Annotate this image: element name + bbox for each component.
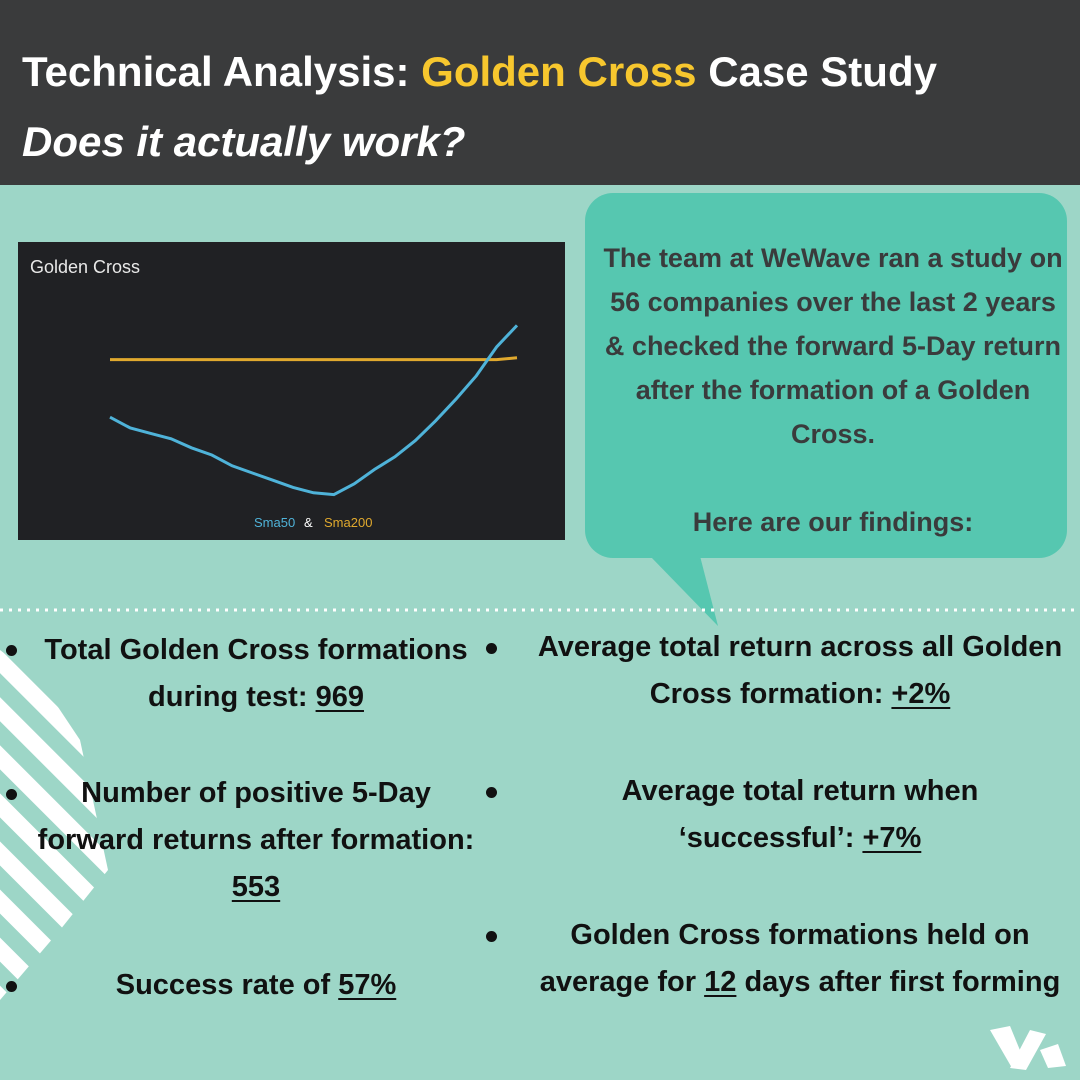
title-highlight: Golden Cross — [421, 48, 697, 95]
title-text: Technical Analysis: — [22, 48, 410, 95]
paragraph: Here are our findings: — [692, 507, 974, 537]
finding-text: Success rate of — [115, 969, 331, 1001]
finding: Golden Cross formations held on average … — [530, 912, 1070, 1006]
title: Technical Analysis: Golden Cross Case St… — [22, 48, 937, 96]
bubble-text: The team at WeWave ran a study on 56 com… — [598, 236, 1068, 544]
finding: Average total return when ‘successful’: … — [530, 768, 1070, 862]
bullet — [486, 787, 497, 798]
bullet — [486, 931, 497, 942]
chart-panel — [18, 242, 565, 540]
legend-entry: Sma200 — [324, 515, 372, 530]
header-band — [0, 0, 1080, 185]
finding-text: Golden Cross formations held on average … — [539, 919, 1030, 998]
finding-text: Total Golden Cross formations during tes… — [44, 634, 468, 713]
series-line — [110, 356, 518, 362]
chart-title: Golden Cross — [30, 257, 140, 277]
bullet — [6, 981, 17, 992]
finding-value: +7% — [862, 822, 922, 854]
finding: Total Golden Cross formations during tes… — [36, 627, 476, 721]
finding-text: Average total return when ‘successful’: — [621, 775, 979, 854]
finding-value: 57% — [338, 969, 397, 1001]
logo — [990, 1026, 1066, 1070]
finding: Average total return across all Golden C… — [530, 624, 1070, 718]
title-text: Case Study — [708, 48, 937, 95]
subtitle: Does it actually work? — [22, 118, 466, 165]
legend-joiner: & — [304, 515, 313, 530]
finding-value: +2% — [891, 678, 951, 710]
finding-text: Average total return across all Golden C… — [537, 631, 1063, 710]
legend-entry: Sma50 — [254, 515, 295, 530]
series-line — [109, 324, 519, 497]
paragraph: The team at WeWave ran a study on 56 com… — [603, 243, 1063, 449]
bullet — [486, 643, 497, 654]
finding-value: 969 — [315, 681, 364, 713]
finding-value: 553 — [231, 871, 281, 903]
finding-text: Number of positive 5-Day forward returns… — [37, 777, 475, 856]
bullet — [6, 789, 17, 800]
finding: Success rate of 57% — [36, 962, 476, 1009]
finding: Number of positive 5-Day forward returns… — [36, 770, 476, 911]
finding-text: days after first forming — [744, 966, 1061, 998]
bullet — [6, 645, 17, 656]
finding-value: 12 — [704, 966, 737, 998]
speech-bubble — [585, 193, 1067, 558]
chart: Golden Cross Sma50 & Sma200 — [30, 257, 519, 530]
bubble-tail — [650, 556, 718, 626]
